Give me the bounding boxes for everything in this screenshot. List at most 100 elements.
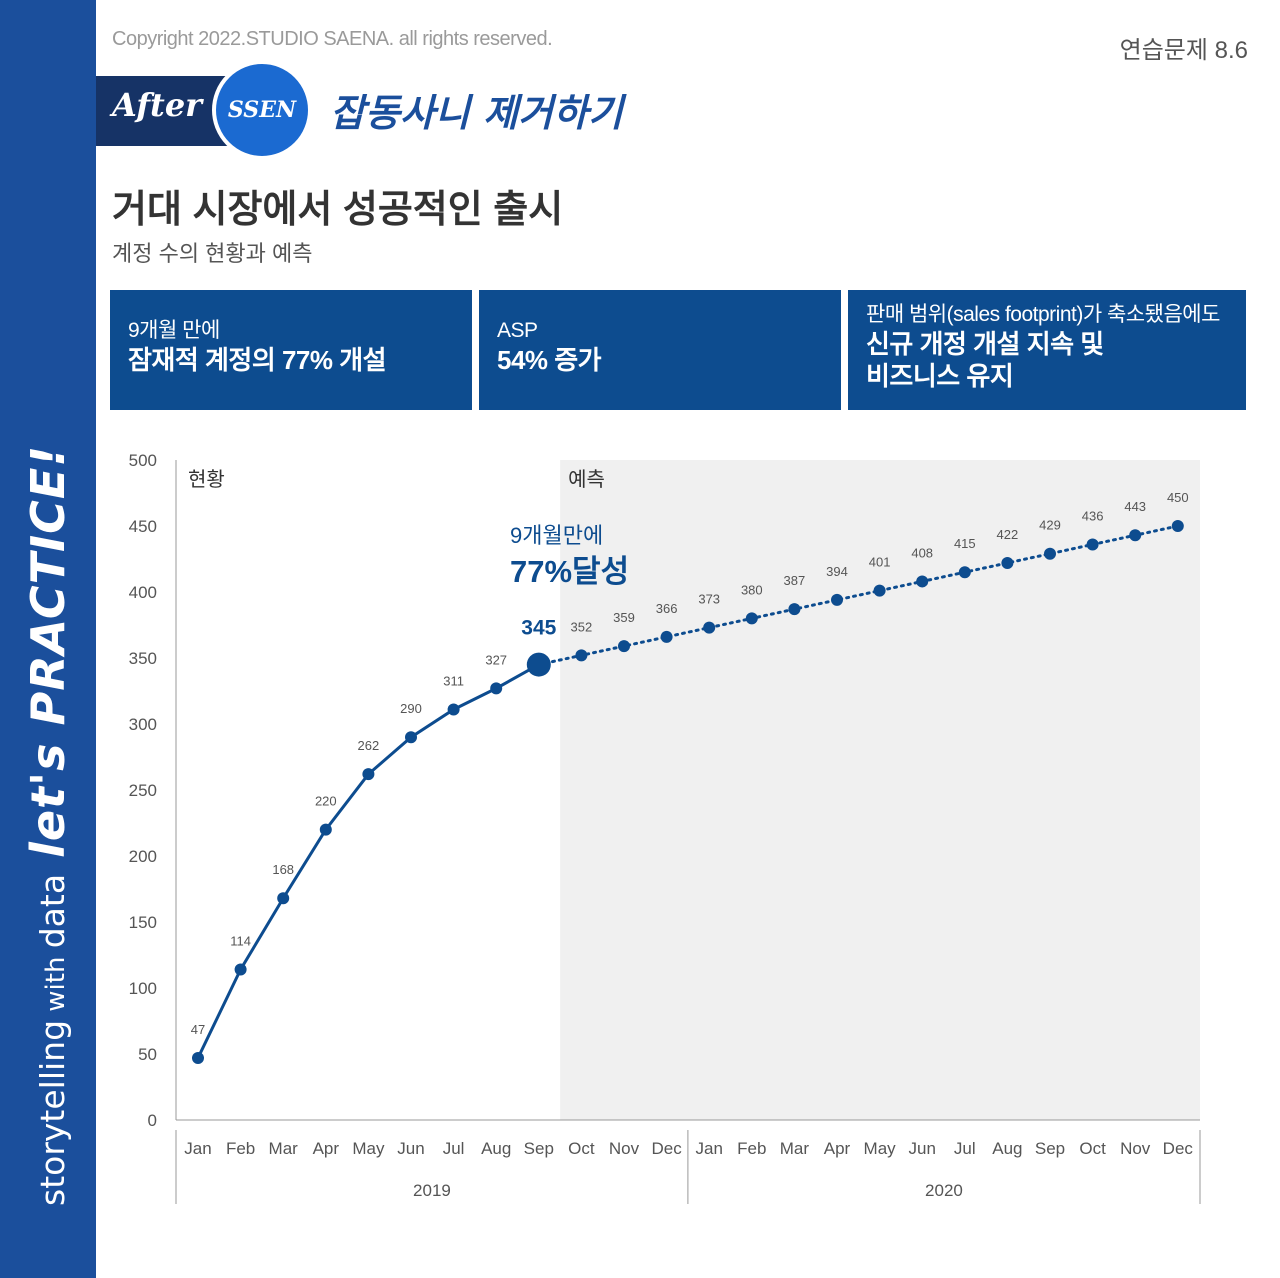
series-line-forecast (537, 524, 1180, 667)
data-point (405, 731, 417, 744)
ssen-badge: SSEN (212, 60, 312, 160)
data-point (703, 621, 716, 634)
data-point (618, 640, 630, 653)
data-point (490, 682, 503, 695)
x-tick-label: Aug (992, 1139, 1022, 1158)
stat-box-asp: ASP 54% 증가 (479, 290, 841, 410)
x-tick-label: Mar (269, 1139, 299, 1158)
data-point (1171, 520, 1184, 532)
stat-box-big: 신규 개정 개설 지속 및 (866, 329, 1104, 359)
data-label-highlight: 345 (521, 617, 556, 640)
data-label: 220 (315, 794, 337, 809)
data-point-highlight (526, 652, 551, 677)
data-point (447, 703, 460, 716)
x-tick-label: Mar (780, 1139, 810, 1158)
stat-box-small: ASP (497, 319, 538, 342)
stat-box-big: 잠재적 계정의 77% 개설 (128, 345, 387, 375)
data-point (277, 892, 290, 905)
x-tick-label: Nov (609, 1139, 640, 1158)
x-tick-label: Jun (908, 1139, 935, 1158)
y-tick-label: 350 (129, 649, 157, 668)
data-label: 311 (443, 673, 464, 688)
y-tick-label: 150 (129, 913, 157, 932)
year-label: 2020 (925, 1181, 963, 1200)
x-tick-label: Nov (1120, 1139, 1151, 1158)
region-label-forecast: 예측 (568, 468, 605, 491)
data-label: 408 (911, 545, 933, 560)
annotation-line2: 77%달성 (510, 554, 629, 589)
data-point (1044, 547, 1056, 560)
data-label: 387 (784, 573, 806, 588)
data-label: 415 (954, 536, 976, 551)
x-tick-label: Jan (184, 1139, 211, 1158)
data-point (873, 584, 886, 597)
data-point (958, 566, 971, 579)
x-tick-label: May (864, 1139, 897, 1158)
stat-box-footprint: 판매 범위(sales footprint)가 축소됐음에도 신규 개정 개설 … (848, 290, 1246, 410)
x-tick-label: Feb (737, 1139, 766, 1158)
x-tick-label: Aug (481, 1139, 511, 1158)
year-label: 2019 (413, 1181, 451, 1200)
stat-box-small: 9개월 만에 (128, 319, 220, 342)
data-point (362, 768, 375, 781)
x-tick-label: Jul (443, 1139, 465, 1158)
data-point (788, 603, 801, 616)
y-tick-label: 200 (129, 847, 157, 866)
data-label: 443 (1124, 499, 1146, 514)
page-title: 거대 시장에서 성공적인 출시 (112, 189, 564, 231)
y-tick-label: 500 (129, 451, 157, 470)
annotation-line1: 9개월만에 (510, 523, 603, 548)
y-tick-label: 250 (129, 781, 157, 800)
stat-box-big: 비즈니스 유지 (866, 361, 1014, 391)
data-point (1001, 556, 1014, 569)
data-label: 366 (656, 601, 678, 616)
data-label: 114 (230, 934, 251, 949)
stat-box-big: 54% 증가 (497, 345, 602, 375)
sidebar-strip: storytelling with datalet's PRACTICE! (0, 0, 96, 1278)
data-point (319, 823, 332, 836)
x-tick-label: May (352, 1139, 385, 1158)
data-point (1129, 529, 1142, 542)
data-label: 436 (1082, 508, 1104, 523)
data-label: 422 (997, 527, 1019, 542)
copyright-text: Copyright 2022.STUDIO SAENA. all rights … (112, 28, 553, 50)
x-tick-label: Jul (954, 1139, 976, 1158)
y-tick-label: 400 (129, 583, 157, 602)
headline: 잡동사니 제거하기 (330, 91, 623, 135)
x-tick-label: Apr (824, 1139, 851, 1158)
data-label: 168 (272, 862, 294, 877)
data-point (660, 630, 673, 643)
x-tick-label: Jun (397, 1139, 424, 1158)
forecast-region (560, 460, 1200, 1120)
x-tick-label: Sep (1035, 1139, 1065, 1158)
data-label: 429 (1039, 518, 1061, 533)
data-point (575, 649, 588, 662)
x-tick-label: Feb (226, 1139, 255, 1158)
x-tick-label: Oct (1079, 1139, 1106, 1158)
data-label: 262 (358, 738, 380, 753)
y-tick-label: 450 (129, 517, 157, 536)
exercise-label: 연습문제 8.6 (1119, 37, 1248, 64)
page-subtitle: 계정 수의 현황과 예측 (112, 241, 313, 266)
data-point (831, 593, 843, 606)
data-label: 450 (1167, 490, 1189, 505)
data-label: 47 (191, 1022, 205, 1037)
data-point (1086, 538, 1099, 551)
after-label: After (112, 86, 203, 124)
y-tick-label: 0 (148, 1111, 157, 1130)
x-tick-label: Dec (651, 1139, 682, 1158)
data-label: 359 (613, 610, 635, 625)
data-label: 373 (698, 592, 720, 607)
data-label: 327 (485, 652, 507, 667)
data-point (916, 575, 929, 588)
x-tick-label: Oct (568, 1139, 595, 1158)
data-label: 401 (869, 555, 891, 570)
x-tick-label: Dec (1163, 1139, 1194, 1158)
y-tick-label: 50 (138, 1045, 157, 1064)
y-tick-label: 300 (129, 715, 157, 734)
data-point (234, 963, 247, 976)
data-point (192, 1051, 204, 1064)
x-tick-label: Apr (313, 1139, 340, 1158)
data-label: 290 (400, 701, 422, 716)
